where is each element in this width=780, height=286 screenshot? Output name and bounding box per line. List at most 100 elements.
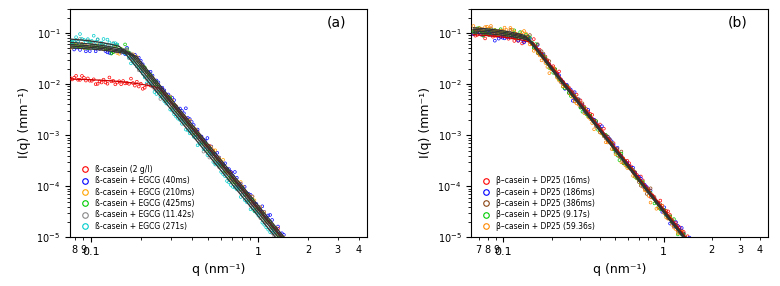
Point <box>240 192 253 197</box>
Point <box>685 240 697 245</box>
Point <box>695 256 707 261</box>
Point <box>235 184 247 189</box>
Point <box>549 68 562 73</box>
Point <box>545 67 558 72</box>
Point <box>592 124 604 128</box>
Point <box>240 193 253 198</box>
Point <box>193 135 206 139</box>
Point <box>652 201 665 206</box>
Point <box>297 258 310 263</box>
Point <box>514 30 526 34</box>
Point <box>221 171 233 175</box>
Point <box>296 255 308 260</box>
Point <box>217 164 229 168</box>
Point <box>201 143 214 148</box>
Point <box>264 230 276 235</box>
Point <box>115 49 127 53</box>
Point <box>569 99 581 103</box>
Point <box>679 236 692 241</box>
Point <box>636 184 649 189</box>
Point <box>708 273 721 278</box>
Point <box>103 51 115 55</box>
Point <box>190 127 202 132</box>
Point <box>250 207 263 212</box>
Point <box>689 249 701 253</box>
Point <box>95 45 108 49</box>
Point <box>691 245 704 249</box>
Point <box>292 261 304 266</box>
Point <box>190 128 202 133</box>
Point <box>543 63 555 67</box>
Point <box>557 80 569 84</box>
Point <box>164 107 176 112</box>
Point <box>307 281 320 286</box>
Point <box>651 199 663 204</box>
Point <box>292 255 304 259</box>
Point <box>119 51 131 56</box>
Point <box>183 123 196 128</box>
Point <box>693 250 705 254</box>
Point <box>164 94 176 99</box>
Point <box>109 42 122 47</box>
Point <box>207 148 219 153</box>
Point <box>700 261 713 266</box>
Point <box>221 166 233 171</box>
Point <box>508 29 520 34</box>
Point <box>612 147 624 151</box>
Point <box>523 35 536 40</box>
Point <box>268 227 280 231</box>
Point <box>215 170 227 174</box>
Point <box>475 26 488 31</box>
Point <box>187 134 200 139</box>
Point <box>209 160 222 164</box>
Point <box>654 207 667 211</box>
Point <box>166 105 179 110</box>
Point <box>535 49 548 53</box>
Point <box>225 170 237 174</box>
Point <box>527 46 540 50</box>
Point <box>570 96 583 101</box>
Point <box>147 76 159 80</box>
Point <box>66 42 79 47</box>
Point <box>254 211 267 215</box>
Point <box>271 233 284 238</box>
Point <box>699 262 711 266</box>
Point <box>537 52 550 57</box>
Point <box>697 260 709 265</box>
Point <box>289 255 302 259</box>
Point <box>586 121 598 125</box>
Point <box>635 183 647 188</box>
Point <box>483 30 495 35</box>
Point <box>115 47 127 51</box>
Point <box>122 51 135 55</box>
Point <box>600 133 612 137</box>
Point <box>78 44 90 48</box>
Point <box>66 45 79 50</box>
Point <box>303 269 316 274</box>
Point <box>287 248 300 253</box>
Point <box>516 35 528 39</box>
Point <box>495 32 507 36</box>
Point <box>467 30 480 34</box>
Point <box>526 41 538 46</box>
Point <box>221 168 233 172</box>
Point <box>227 174 239 178</box>
Point <box>122 56 135 61</box>
Point <box>609 148 622 152</box>
Point <box>166 98 179 103</box>
Point <box>279 239 292 244</box>
Point <box>479 25 491 29</box>
Point <box>506 35 519 40</box>
Point <box>282 254 294 259</box>
Point <box>720 283 732 286</box>
Point <box>217 165 229 170</box>
Point <box>477 27 489 32</box>
Point <box>570 97 583 102</box>
Point <box>87 44 100 49</box>
Point <box>195 136 207 140</box>
Point <box>488 27 501 32</box>
Point <box>578 105 590 110</box>
Point <box>221 179 233 183</box>
Point <box>305 273 317 278</box>
Point <box>148 79 161 84</box>
